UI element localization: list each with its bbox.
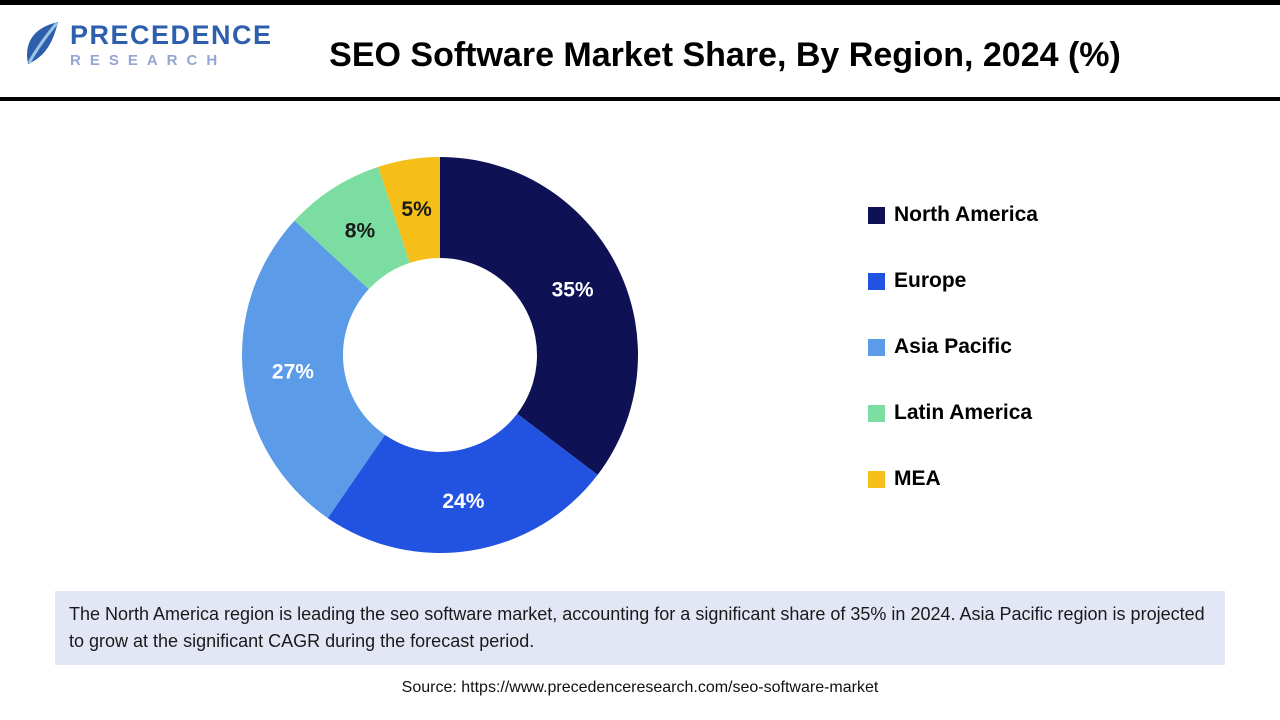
logo-line1: PRECEDENCE bbox=[70, 19, 273, 50]
legend-label-north-america: North America bbox=[894, 203, 1038, 226]
leaf-logo-icon bbox=[22, 20, 62, 71]
legend-label-asia-pacific: Asia Pacific bbox=[894, 335, 1012, 358]
slice-label-north-america: 35% bbox=[552, 278, 594, 301]
chart-legend: North America Europe Asia Pacific Latin Ame… bbox=[868, 202, 1038, 492]
legend-label-mea: MEA bbox=[894, 467, 941, 490]
logo-text: PRECEDENCE RESEARCH bbox=[70, 19, 273, 71]
slice-label-latin-america: 8% bbox=[345, 219, 376, 242]
slice-label-europe: 24% bbox=[442, 490, 484, 513]
pie-slice-asia-pacific bbox=[242, 220, 385, 519]
precedence-research-logo: PRECEDENCE RESEARCH bbox=[22, 20, 273, 71]
page-title: SEO Software Market Share, By Region, 20… bbox=[329, 36, 1121, 74]
source-text: Source: https://www.precedenceresearch.c… bbox=[401, 679, 879, 696]
legend-item-north-america: North America bbox=[868, 202, 1038, 228]
donut-chart-svg: 35% 24% 27% 8% 5% bbox=[242, 157, 638, 553]
legend-label-europe: Europe bbox=[894, 269, 967, 292]
pie-slice-mea bbox=[378, 157, 440, 263]
pie-slice-latin-america bbox=[294, 166, 410, 290]
legend-item-asia-pacific: Asia Pacific bbox=[868, 334, 1038, 360]
legend-item-europe: Europe bbox=[868, 268, 1038, 294]
legend-swatch-mea bbox=[868, 470, 885, 488]
donut-chart: 35% 24% 27% 8% 5% bbox=[220, 135, 660, 575]
legend-item-latin-america: Latin America bbox=[868, 400, 1038, 426]
pie-slice-europe bbox=[327, 413, 598, 553]
pie-slice-north-america bbox=[440, 157, 638, 475]
summary-note: The North America region is leading the … bbox=[55, 591, 1225, 665]
legend-swatch-north-america bbox=[868, 206, 885, 224]
top-border bbox=[0, 0, 1280, 5]
logo-line2: RESEARCH bbox=[70, 52, 227, 70]
legend-swatch-latin-america bbox=[868, 404, 885, 422]
legend-item-mea: MEA bbox=[868, 466, 1038, 492]
legend-swatch-europe bbox=[868, 272, 885, 290]
slice-label-mea: 5% bbox=[401, 198, 432, 221]
slice-label-asia-pacific: 27% bbox=[272, 360, 314, 383]
legend-label-latin-america: Latin America bbox=[894, 401, 1033, 424]
legend-swatch-asia-pacific bbox=[868, 338, 885, 356]
header-divider bbox=[0, 97, 1280, 101]
